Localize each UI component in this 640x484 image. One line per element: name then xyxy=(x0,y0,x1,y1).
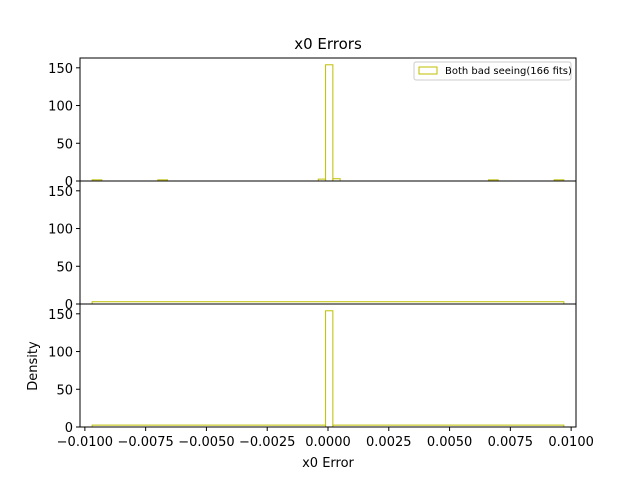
x-tick-label-7: 0.0075 xyxy=(488,435,534,450)
panel-3-y-tick-label-0: 0 xyxy=(65,421,73,436)
legend: Both bad seeing(166 fits) xyxy=(413,61,572,81)
x-tick-label-4: 0.0000 xyxy=(305,435,351,450)
x-tick-label-3: −0.0025 xyxy=(239,435,295,450)
legend-label: Both bad seeing(166 fits) xyxy=(445,66,572,77)
x-tick-label-5: 0.0025 xyxy=(366,435,412,450)
panel-1-y-tick-label-50: 50 xyxy=(56,137,73,152)
panel-2-y-tick-label-50: 50 xyxy=(56,260,73,275)
x-tick-label-6: 0.0050 xyxy=(427,435,473,450)
panel-2-y-tick-label-0: 0 xyxy=(65,298,73,313)
legend-frame xyxy=(413,61,572,81)
panel-3-y-tick-label-100: 100 xyxy=(48,346,73,361)
chart-title: x0 Errors xyxy=(294,35,362,53)
x-tick-label-0: −0.0100 xyxy=(57,435,113,450)
panel-3-y-tick-label-150: 150 xyxy=(48,308,73,323)
panel-1-y-tick-label-100: 100 xyxy=(48,100,73,115)
x-tick-label-1: −0.0075 xyxy=(117,435,173,450)
legend-swatch xyxy=(418,66,438,75)
x-tick-label-2: −0.0050 xyxy=(178,435,234,450)
panel-2-y-tick-label-100: 100 xyxy=(48,223,73,238)
panel-3-y-tick-label-50: 50 xyxy=(56,383,73,398)
x-axis-ticks: −0.0100 −0.0075 −0.0050 −0.0025 0.0000 0.0025… xyxy=(57,427,594,450)
panel-1-y-tick-label-150: 150 xyxy=(48,62,73,77)
panel-1-y-tick-label-0: 0 xyxy=(65,175,73,190)
panel-2-y-tick-label-150: 150 xyxy=(48,185,73,200)
x-tick-label-8: 0.0100 xyxy=(548,435,594,450)
x-axis-label: x0 Error xyxy=(302,456,354,471)
y-axis-label: Density xyxy=(26,341,41,391)
